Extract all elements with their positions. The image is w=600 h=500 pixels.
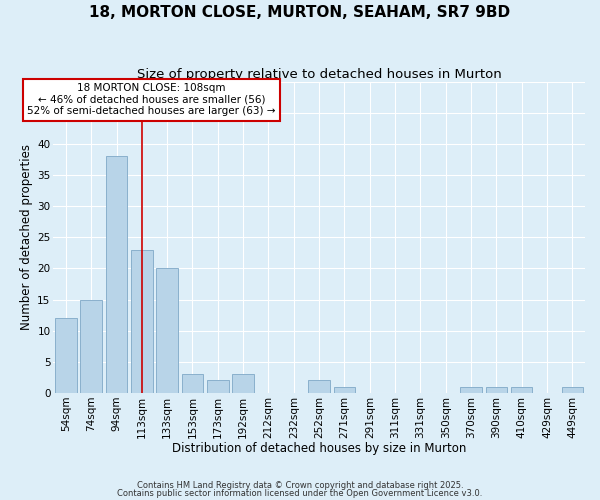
- Text: Contains public sector information licensed under the Open Government Licence v3: Contains public sector information licen…: [118, 489, 482, 498]
- Bar: [308, 380, 330, 393]
- Bar: [157, 268, 178, 393]
- Bar: [80, 300, 102, 393]
- X-axis label: Distribution of detached houses by size in Murton: Distribution of detached houses by size …: [172, 442, 466, 455]
- Bar: [131, 250, 152, 393]
- Bar: [334, 386, 355, 393]
- Bar: [232, 374, 254, 393]
- Bar: [562, 386, 583, 393]
- Bar: [182, 374, 203, 393]
- Bar: [511, 386, 532, 393]
- Bar: [55, 318, 77, 393]
- Text: 18 MORTON CLOSE: 108sqm
← 46% of detached houses are smaller (56)
52% of semi-de: 18 MORTON CLOSE: 108sqm ← 46% of detache…: [28, 83, 276, 116]
- Bar: [207, 380, 229, 393]
- Title: Size of property relative to detached houses in Murton: Size of property relative to detached ho…: [137, 68, 502, 80]
- Text: Contains HM Land Registry data © Crown copyright and database right 2025.: Contains HM Land Registry data © Crown c…: [137, 480, 463, 490]
- Bar: [460, 386, 482, 393]
- Bar: [485, 386, 507, 393]
- Bar: [106, 156, 127, 393]
- Y-axis label: Number of detached properties: Number of detached properties: [20, 144, 33, 330]
- Text: 18, MORTON CLOSE, MURTON, SEAHAM, SR7 9BD: 18, MORTON CLOSE, MURTON, SEAHAM, SR7 9B…: [89, 5, 511, 20]
